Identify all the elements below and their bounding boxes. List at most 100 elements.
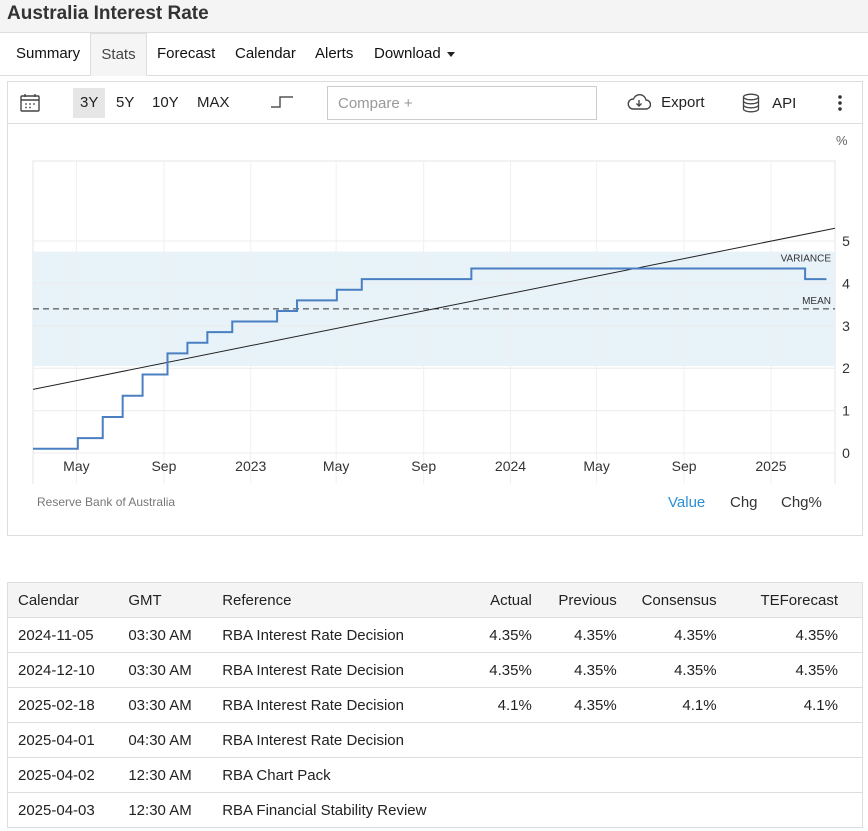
table-row: 2025-04-01 04:30 AM RBA Interest Rate Deci… — [7, 722, 863, 758]
chg-pct-tab[interactable]: Chg% — [781, 494, 822, 511]
col-teforecast[interactable]: TEForecast — [734, 582, 863, 618]
cell-gmt: 03:30 AM — [118, 687, 213, 723]
cell-consensus — [625, 792, 735, 828]
page-title: Australia Interest Rate — [7, 3, 209, 24]
col-gmt[interactable]: GMT — [118, 582, 213, 618]
value-tab[interactable]: Value — [668, 494, 706, 511]
cell-teforecast — [734, 757, 863, 793]
range-max-button[interactable]: MAX — [197, 94, 230, 111]
x-tick-label: Sep — [672, 458, 697, 474]
more-options-icon[interactable] — [837, 94, 843, 116]
rate-series-line — [33, 267, 827, 450]
cell-date: 2025-02-18 — [7, 687, 119, 723]
col-previous[interactable]: Previous — [541, 582, 626, 618]
range-3y-button[interactable]: 3Y — [73, 88, 106, 118]
cell-teforecast: 4.35% — [734, 652, 863, 688]
cell-reference[interactable]: RBA Interest Rate Decision — [212, 652, 458, 688]
cell-consensus: 4.35% — [625, 617, 735, 653]
cell-previous: 4.35% — [541, 617, 626, 653]
x-tick-label: Sep — [411, 458, 436, 474]
cell-consensus: 4.1% — [625, 687, 735, 723]
cell-previous — [541, 722, 626, 758]
table-row: 2025-04-03 12:30 AM RBA Financial Stabilit… — [7, 792, 863, 828]
cell-reference[interactable]: RBA Interest Rate Decision — [212, 722, 458, 758]
mean-label: MEAN — [802, 296, 831, 307]
export-button[interactable]: Export — [627, 93, 705, 111]
export-label: Export — [661, 93, 705, 111]
cell-previous: 4.35% — [541, 687, 626, 723]
cell-date: 2024-12-10 — [7, 652, 119, 688]
cell-date: 2025-04-01 — [7, 722, 119, 758]
table-row: 2025-04-02 12:30 AM RBA Chart Pack — [7, 757, 863, 793]
chart-panel: 3Y 5Y 10Y MAX Export API % MEAN VARIANCE … — [7, 81, 863, 536]
interest-rate-chart: % MEAN VARIANCE 0 1 2 3 4 5 May Sep 2023 May Sep 202… — [32, 133, 850, 484]
cell-consensus — [625, 757, 735, 793]
x-tick-label: 2024 — [495, 458, 526, 474]
cell-consensus — [625, 722, 735, 758]
tab-download[interactable]: Download — [366, 33, 463, 76]
x-tick-label: May — [63, 458, 89, 474]
tab-calendar[interactable]: Calendar — [235, 45, 296, 62]
cell-actual: 4.35% — [457, 652, 542, 688]
title-bar: Australia Interest Rate — [0, 0, 868, 33]
x-tick-label: Sep — [151, 458, 176, 474]
cell-previous — [541, 792, 626, 828]
cell-previous: 4.35% — [541, 652, 626, 688]
x-tick-label: 2025 — [755, 458, 786, 474]
cell-teforecast — [734, 792, 863, 828]
x-tick-label: May — [583, 458, 609, 474]
cell-previous — [541, 757, 626, 793]
cell-reference[interactable]: RBA Chart Pack — [212, 757, 458, 793]
database-icon — [742, 93, 760, 113]
cell-gmt: 04:30 AM — [118, 722, 213, 758]
cell-reference[interactable]: RBA Financial Stability Review — [212, 792, 458, 828]
tab-stats[interactable]: Stats — [90, 33, 147, 76]
chg-tab[interactable]: Chg — [730, 494, 758, 511]
table-row: 2025-02-18 03:30 AM RBA Interest Rate Deci… — [7, 687, 863, 723]
step-line-icon[interactable] — [270, 95, 294, 113]
x-tick-label: May — [323, 458, 349, 474]
cell-date: 2025-04-03 — [7, 792, 119, 828]
cell-reference[interactable]: RBA Interest Rate Decision — [212, 617, 458, 653]
calendar-icon[interactable] — [20, 94, 40, 116]
x-tick-label: 2023 — [235, 458, 266, 474]
api-button[interactable]: API — [742, 93, 796, 113]
cell-actual — [457, 722, 542, 758]
tab-alerts[interactable]: Alerts — [315, 45, 354, 62]
col-reference[interactable]: Reference — [212, 582, 458, 618]
tab-bar: Summary Stats Forecast Calendar Alerts D… — [0, 33, 868, 76]
range-10y-button[interactable]: 10Y — [152, 94, 179, 111]
api-label: API — [772, 94, 797, 112]
cell-gmt: 03:30 AM — [118, 617, 213, 653]
chart-source: Reserve Bank of Australia — [37, 495, 176, 509]
calendar-table: Calendar GMT Reference Actual Previous C… — [7, 582, 863, 828]
y-tick-label: 5 — [842, 233, 850, 249]
cell-actual — [457, 792, 542, 828]
cell-actual — [457, 757, 542, 793]
cell-date: 2024-11-05 — [7, 617, 119, 653]
cell-gmt: 12:30 AM — [118, 757, 213, 793]
cell-reference[interactable]: RBA Interest Rate Decision — [212, 687, 458, 723]
chevron-down-icon — [446, 51, 455, 57]
col-consensus[interactable]: Consensus — [625, 582, 735, 618]
y-tick-label: 2 — [842, 360, 850, 376]
col-actual[interactable]: Actual — [457, 582, 542, 618]
cell-gmt: 12:30 AM — [118, 792, 213, 828]
cell-teforecast — [734, 722, 863, 758]
cell-teforecast: 4.35% — [734, 617, 863, 653]
table-row: 2024-11-05 03:30 AM RBA Interest Rate Deci… — [7, 617, 863, 653]
cell-gmt: 03:30 AM — [118, 652, 213, 688]
tab-download-label: Download — [374, 45, 441, 62]
tab-forecast[interactable]: Forecast — [157, 45, 216, 62]
compare-input[interactable] — [327, 86, 597, 120]
range-5y-button[interactable]: 5Y — [116, 94, 135, 111]
cell-consensus: 4.35% — [625, 652, 735, 688]
variance-label: VARIANCE — [781, 254, 832, 265]
col-calendar[interactable]: Calendar — [7, 582, 119, 618]
cell-teforecast: 4.1% — [734, 687, 863, 723]
cell-date: 2025-04-02 — [7, 757, 119, 793]
unit-label: % — [836, 133, 848, 148]
tab-summary[interactable]: Summary — [16, 45, 81, 62]
cell-actual: 4.35% — [457, 617, 542, 653]
chart-toolbar: 3Y 5Y 10Y MAX Export API — [8, 82, 862, 124]
